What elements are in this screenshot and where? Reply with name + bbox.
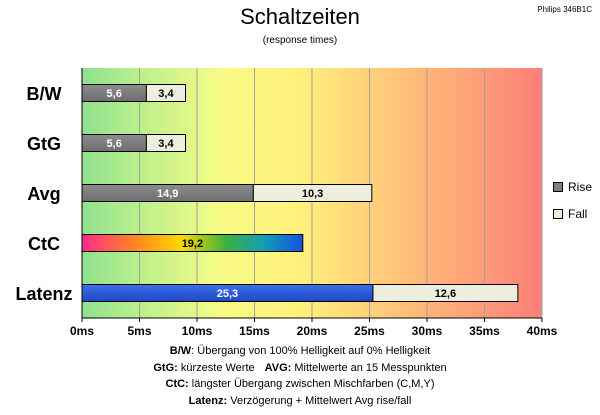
note-latenz-text: Verzögerung + Mittelwert Avg rise/fall xyxy=(227,394,412,407)
chart-title: Schaltzeiten xyxy=(240,4,360,29)
x-tick-label: 30ms xyxy=(412,324,443,338)
x-tick-label: 10ms xyxy=(182,324,213,338)
y-category-label: B/W xyxy=(27,84,62,104)
data-label-rise: 19,2 xyxy=(182,238,203,250)
y-category-labels: B/W GtG Avg CtC Latenz xyxy=(15,84,72,304)
x-tick-label: 5ms xyxy=(127,324,151,338)
legend-swatch-rise xyxy=(553,182,563,192)
data-label-fall: 12,6 xyxy=(435,288,456,300)
note-ctc: CtC: längster Übergang zwischen Mischfar… xyxy=(0,376,600,393)
y-category-label: CtC xyxy=(28,234,60,254)
note-gtg-key: GtG: xyxy=(153,361,178,374)
legend-item-fall: Fall xyxy=(553,207,592,221)
note-avg-text: Mittelwerte an 15 Messpunkten xyxy=(291,361,447,374)
bar-fall xyxy=(252,184,373,202)
x-tick-label: 40ms xyxy=(527,324,558,338)
bar-fall xyxy=(145,84,186,102)
data-label-fall: 3,4 xyxy=(158,138,174,150)
bars: 5,6 3,4 5,6 3,4 14,9 10,3 19,2 25,3 12,6 xyxy=(81,84,519,302)
note-ctc-text: längster Übergang zwischen Mischfarben (… xyxy=(188,378,435,390)
note-gtg-text: kürzeste Werte xyxy=(177,361,255,374)
legend-label-fall: Fall xyxy=(568,207,588,221)
bar-fall xyxy=(372,284,519,302)
data-label-fall: 10,3 xyxy=(302,188,323,200)
data-label-rise: 25,3 xyxy=(217,288,238,300)
x-tick-label: 25ms xyxy=(354,324,385,338)
y-category-label: Avg xyxy=(27,184,60,204)
data-label-rise: 5,6 xyxy=(107,138,122,150)
data-label-fall: 3,4 xyxy=(158,88,174,100)
data-label-rise: 14,9 xyxy=(157,188,178,200)
data-label-rise: 5,6 xyxy=(107,88,122,100)
x-tick-label: 0ms xyxy=(70,324,94,338)
x-tick-label: 35ms xyxy=(469,324,500,338)
brand-label: Philips 346B1C xyxy=(537,5,592,14)
note-gtg-avg: GtG: kürzeste Werte AVG: Mittelwerte an 1… xyxy=(0,360,600,377)
note-bw: B/W: Übergang von 100% Helligkeit auf 0%… xyxy=(0,343,600,360)
note-avg-key: AVG: xyxy=(264,361,292,374)
bar-fall xyxy=(145,134,186,152)
footnotes: B/W: Übergang von 100% Helligkeit auf 0%… xyxy=(0,343,600,409)
note-latenz: Latenz: Verzögerung + Mittelwert Avg ris… xyxy=(0,393,600,410)
legend-item-rise: Rise xyxy=(553,180,592,194)
note-ctc-key: CtC: xyxy=(165,378,189,390)
y-category-label: GtG xyxy=(27,134,61,154)
note-latenz-key: Latenz: xyxy=(188,394,228,407)
legend-swatch-fall xyxy=(553,209,563,219)
chart-subtitle: (response times) xyxy=(262,35,338,46)
y-category-label: Latenz xyxy=(15,284,72,304)
x-tick-labels: 0ms 5ms 10ms 15ms 20ms 25ms 30ms 35ms 40ms xyxy=(70,324,558,338)
x-tick-label: 15ms xyxy=(239,324,270,338)
legend: Rise Fall xyxy=(553,180,592,234)
note-bw-key: B/W xyxy=(169,345,192,357)
legend-label-rise: Rise xyxy=(568,180,593,194)
note-bw-text: : Übergang von 100% Helligkeit auf 0% He… xyxy=(191,345,431,357)
x-tick-label: 20ms xyxy=(297,324,328,338)
